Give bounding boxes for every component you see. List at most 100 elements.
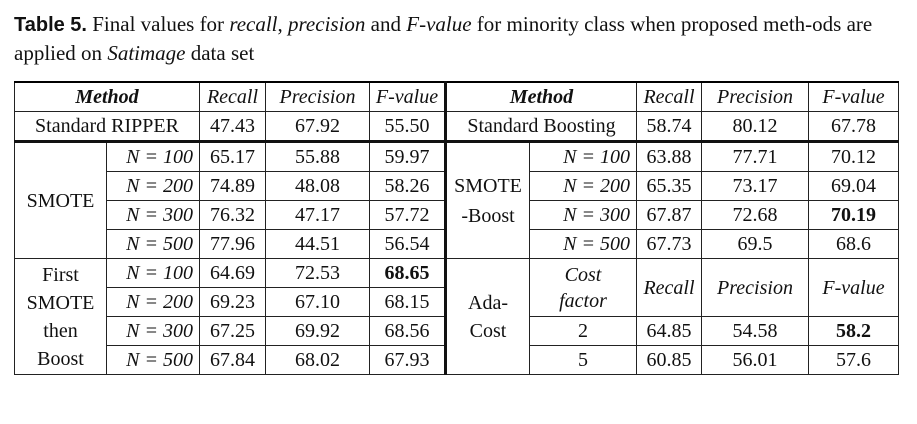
standard-ripper-precision: 67.92: [265, 111, 370, 142]
header-recall-right: Recall: [636, 81, 702, 112]
smote-row-4: N = 500 77.96 44.51 56.54 N = 500 67.73 …: [15, 229, 899, 259]
smoteboost-n: N = 300: [529, 200, 637, 230]
caption-dataset: Satimage: [107, 41, 186, 65]
smote-n: N = 200: [106, 171, 200, 201]
cost-factor-line1: Cost: [564, 263, 602, 286]
adacost-cost: 2: [529, 316, 637, 346]
smoteboost-n: N = 500: [529, 229, 637, 259]
smoteboost-label-line2: -Boost: [461, 204, 515, 227]
adacost-recall: 64.85: [636, 316, 702, 346]
smote-row-1: SMOTE N = 100 65.17 55.88 59.97 SMOTE -Bo…: [14, 140, 899, 259]
smoteboost-precision: 73.17: [701, 171, 809, 201]
adacost-label-line2: Cost: [469, 319, 507, 342]
header-precision-left: Precision: [265, 81, 370, 112]
smoteboost-precision: 69.5: [701, 229, 809, 259]
first-smote-recall: 69.23: [199, 287, 266, 317]
smoteboost-n-text: N = 300: [563, 204, 630, 226]
cost-factor-header: Cost factor: [529, 258, 637, 317]
smoteboost-fvalue: 69.04: [808, 171, 899, 201]
smoteboost-fvalue: 70.12: [808, 140, 899, 172]
caption-label: Table 5.: [14, 14, 87, 36]
smoteboost-recall: 65.35: [636, 171, 702, 201]
first-smote-precision: 67.10: [265, 287, 370, 317]
standard-ripper-label: Standard RIPPER: [14, 111, 200, 142]
smoteboost-recall: 63.88: [636, 140, 702, 172]
smote-precision: 44.51: [265, 229, 370, 259]
smote-n: N = 300: [106, 200, 200, 230]
first-smote-n-text: N = 200: [126, 291, 193, 313]
smoteboost-n: N = 200: [529, 171, 637, 201]
first-smote-precision: 68.02: [265, 345, 370, 375]
standard-boosting-label: Standard Boosting: [444, 111, 637, 142]
standard-ripper-recall: 47.43: [199, 111, 266, 142]
smoteboost-label: SMOTE -Boost: [444, 140, 530, 259]
caption-part-0: Final values for: [92, 12, 230, 36]
smoteboost-n-text: N = 200: [563, 175, 630, 197]
smote-precision: 55.88: [265, 140, 370, 172]
first-smote-precision: 72.53: [265, 258, 370, 288]
smoteboost-fvalue-best: 70.19: [808, 200, 899, 230]
smoteboost-precision: 77.71: [701, 140, 809, 172]
smote-n-text: N = 500: [126, 233, 193, 255]
smoteboost-fvalue: 68.6: [808, 229, 899, 259]
caption-fvalue: F-value: [406, 12, 472, 36]
standard-boosting-fvalue: 67.78: [808, 111, 899, 142]
adacost-fvalue: 57.6: [808, 345, 899, 375]
header-precision-right: Precision: [701, 81, 809, 112]
smote-label: SMOTE: [14, 140, 107, 259]
first-smote-recall: 64.69: [199, 258, 266, 288]
adacost-fvalue-best: 58.2: [808, 316, 899, 346]
smote-recall: 77.96: [199, 229, 266, 259]
adacost-label: Ada- Cost: [444, 258, 530, 375]
header-fvalue-right: F-value: [808, 81, 899, 112]
smoteboost-n-text: N = 100: [563, 146, 630, 168]
header-recall-left: Recall: [199, 81, 266, 112]
header-method-right: Method: [444, 81, 637, 112]
caption-part-8: data set: [185, 41, 255, 65]
first-smote-fvalue: 67.93: [369, 345, 446, 375]
first-smote-n: N = 200: [106, 287, 200, 317]
smoteboost-label-line1: SMOTE: [454, 174, 522, 197]
adacost-recall: 60.85: [636, 345, 702, 375]
caption-part-4: and: [365, 12, 407, 36]
first-smote-n-text: N = 300: [126, 320, 193, 342]
cost-factor-line2: factor: [559, 289, 607, 312]
smote-row-3: N = 300 76.32 47.17 57.72 N = 300 67.87 …: [15, 200, 899, 230]
first-smote-fvalue-best: 68.65: [369, 258, 446, 288]
smote-n-text: N = 200: [126, 175, 193, 197]
first-smote-line-1: First: [42, 263, 79, 286]
standard-boosting-recall: 58.74: [636, 111, 702, 142]
standard-row: Standard RIPPER 47.43 67.92 55.50 Standa…: [14, 111, 899, 142]
smote-fvalue: 56.54: [369, 229, 446, 259]
smoteboost-recall: 67.73: [636, 229, 702, 259]
first-smote-row-3: N = 300 67.25 69.92 68.56 2 64.85 54.58 …: [15, 316, 899, 346]
first-smote-recall: 67.84: [199, 345, 266, 375]
smoteboost-precision: 72.68: [701, 200, 809, 230]
smote-n-text: N = 100: [126, 146, 193, 168]
first-smote-row-4: N = 500 67.84 68.02 67.93 5 60.85 56.01 …: [15, 345, 899, 375]
adacost-precision: 54.58: [701, 316, 809, 346]
first-smote-row-1: First SMOTE then Boost N = 100 64.69 72.53 …: [14, 258, 899, 375]
smoteboost-n-text: N = 500: [563, 233, 630, 255]
adacost-label-line1: Ada-: [468, 291, 508, 314]
smote-fvalue: 59.97: [369, 140, 446, 172]
smote-n: N = 500: [106, 229, 200, 259]
first-smote-line-3: then: [43, 319, 78, 342]
first-smote-n: N = 100: [106, 258, 200, 288]
first-smote-line-2: SMOTE: [26, 291, 95, 314]
first-smote-n-text: N = 100: [126, 262, 193, 284]
first-smote-n: N = 500: [106, 345, 200, 375]
results-table: Method Recall Precision F-value Method R…: [14, 81, 899, 375]
header-method-left: Method: [14, 81, 200, 112]
adacost-header-fvalue: F-value: [808, 258, 899, 317]
table-caption: Table 5. Final values for recall, precis…: [14, 10, 894, 67]
smote-precision: 48.08: [265, 171, 370, 201]
smote-precision: 47.17: [265, 200, 370, 230]
first-smote-fvalue: 68.56: [369, 316, 446, 346]
first-smote-fvalue: 68.15: [369, 287, 446, 317]
first-smote-n-text: N = 500: [126, 349, 193, 371]
smote-n-text: N = 300: [126, 204, 193, 226]
smoteboost-n: N = 100: [529, 140, 637, 172]
smote-row-2: N = 200 74.89 48.08 58.26 N = 200 65.35 …: [15, 171, 899, 201]
caption-part-6: for minority class when proposed meth-od…: [14, 12, 873, 65]
